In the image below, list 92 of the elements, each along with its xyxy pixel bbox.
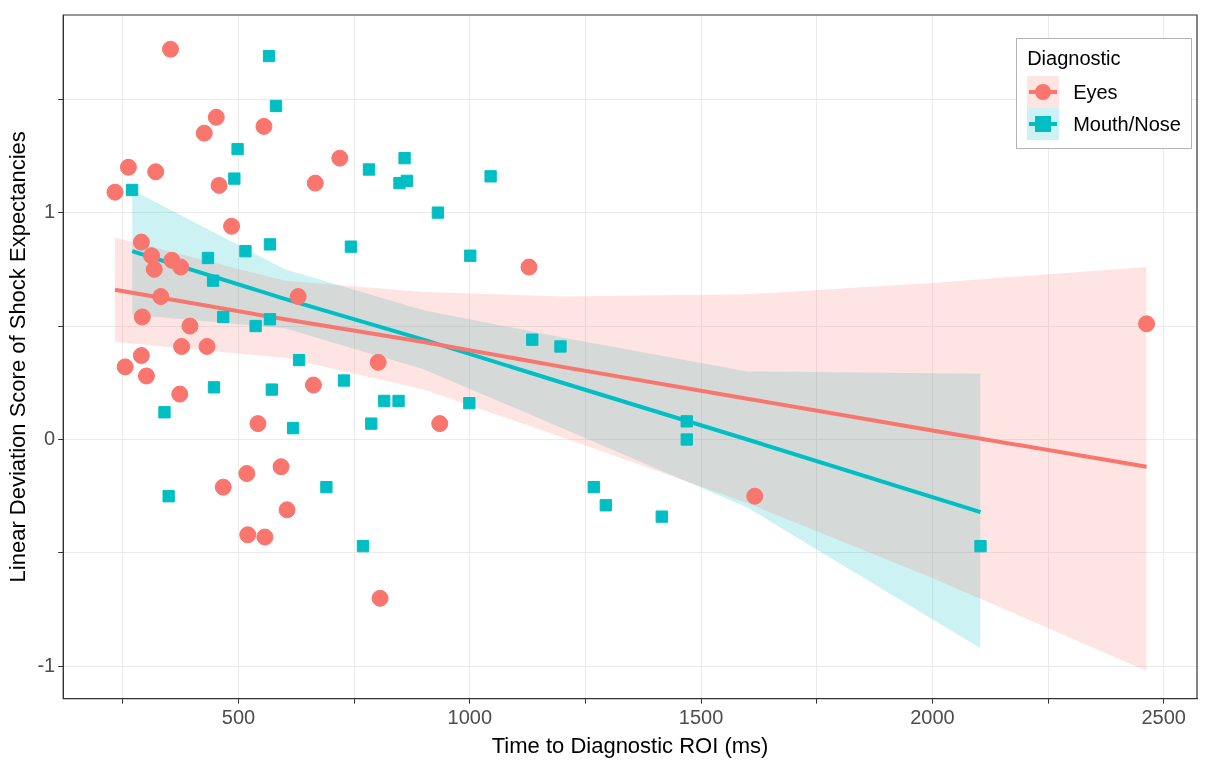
point [223,217,241,235]
point [171,385,189,403]
point [484,170,497,183]
point [378,394,391,408]
point [431,206,445,219]
point [306,174,324,192]
point [337,374,351,387]
point [520,258,538,276]
point [207,108,225,126]
point [173,337,191,355]
y-tick-label: -1 [37,653,56,676]
y-tick-label: 1 [44,200,56,223]
point [201,251,215,265]
point [278,501,296,519]
point [599,499,612,512]
point [119,158,137,176]
legend-title: Diagnostic [1027,47,1122,70]
point [344,240,358,253]
point [145,260,163,278]
legend-label: Mouth/Nose [1073,112,1181,136]
point [162,40,180,58]
point [147,163,165,181]
point [137,367,155,385]
point [249,319,262,333]
point [217,310,230,324]
point [369,353,387,371]
point [132,347,150,365]
point [304,376,322,394]
x-tick-label: 1500 [678,706,724,729]
point [554,340,567,353]
point [239,245,252,258]
point [125,183,139,197]
point [655,510,668,523]
point [292,353,306,367]
point [195,124,213,142]
point [152,288,170,306]
point [262,49,276,63]
point [356,539,370,553]
point [133,308,151,326]
point [172,258,190,276]
point [263,313,277,326]
point [265,383,278,396]
point [214,478,232,496]
point [289,288,307,306]
point [392,394,405,408]
point [400,174,414,188]
point [238,465,256,483]
point [198,337,216,355]
point [143,247,161,265]
point [269,99,283,113]
point [365,417,378,430]
point [746,487,764,505]
point [331,149,349,167]
legend-label: Eyes [1073,80,1118,104]
point [680,433,693,446]
point [106,183,124,201]
point [431,415,449,433]
point [181,317,199,335]
point [162,490,175,503]
point [207,381,221,394]
point [463,397,476,410]
point [974,539,987,553]
x-tick-label: 2500 [1141,706,1186,729]
point [526,333,539,346]
point [256,528,274,546]
point [286,422,300,435]
point [239,526,257,544]
point [206,274,220,287]
point [255,117,273,135]
point [231,142,244,156]
point [272,458,290,476]
x-tick-label: 500 [221,706,256,729]
point [680,415,693,428]
point [1138,315,1156,333]
x-tick-label: 2000 [910,706,955,729]
y-axis-title: Linear Deviation Score of Shock Expectancies [5,131,31,583]
point [464,249,477,262]
point [362,163,376,176]
point [116,358,134,376]
point [371,589,389,607]
point [249,415,267,433]
point [132,233,150,251]
x-axis-title: Time to Diagnostic ROI (ms) [491,732,769,758]
point [263,238,277,251]
point [398,152,411,165]
x-tick-label: 1000 [447,706,493,729]
point [228,172,241,185]
point [210,176,228,194]
point [320,480,333,494]
point [587,480,600,494]
y-tick-label: 0 [44,427,56,450]
point [158,406,171,419]
